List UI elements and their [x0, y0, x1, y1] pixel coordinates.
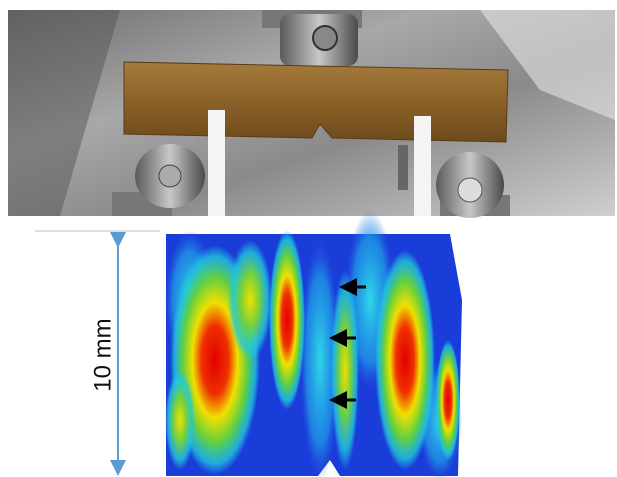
warm-zone	[228, 240, 272, 360]
strain-map	[165, 210, 462, 477]
right-screw	[458, 178, 482, 202]
left-pin	[159, 165, 181, 187]
wooden-beam	[124, 62, 508, 142]
page: 10 mm (() => { const data = JSON.parse(d…	[0, 0, 617, 477]
test-photo	[8, 10, 615, 218]
figure: 10 mm	[0, 0, 617, 477]
warm-zone	[165, 370, 195, 470]
hot-zone	[436, 340, 460, 460]
clip	[398, 145, 408, 190]
right-marker	[414, 116, 431, 216]
hot-zone	[375, 250, 435, 470]
hot-zone	[269, 230, 305, 410]
loading-pin	[313, 26, 337, 50]
warm-zone	[331, 270, 359, 470]
left-marker	[208, 110, 225, 216]
scale-label: 10 mm	[89, 318, 116, 391]
